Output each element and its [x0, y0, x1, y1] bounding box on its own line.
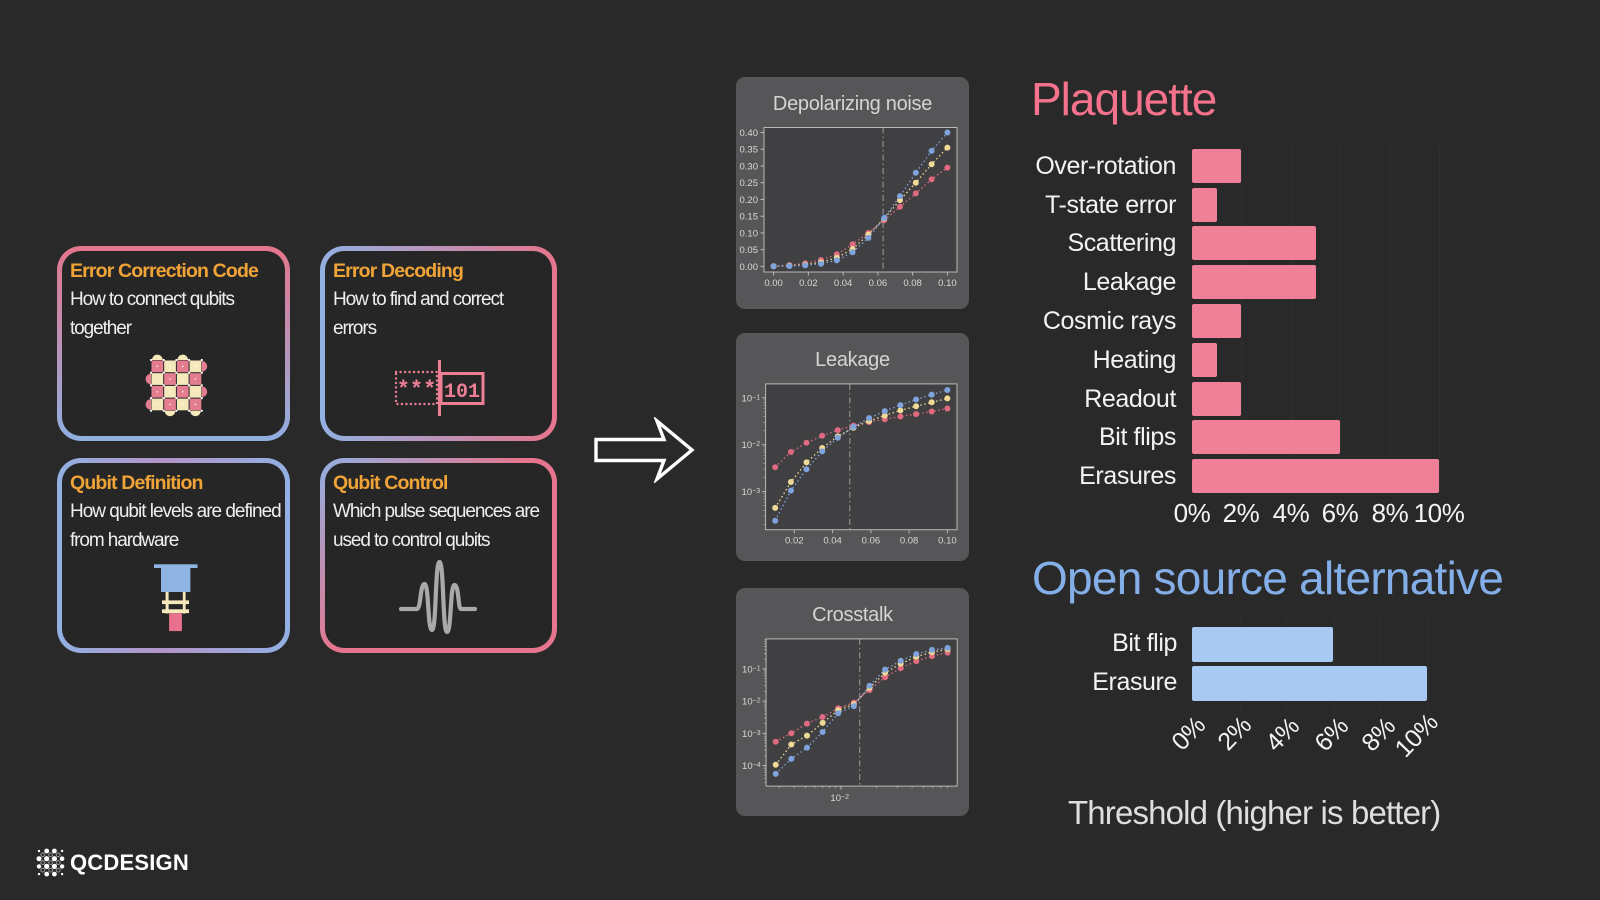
svg-text:0.08: 0.08 — [900, 536, 919, 547]
svg-text:0.04: 0.04 — [823, 536, 842, 547]
svg-text:0.25: 0.25 — [740, 178, 759, 189]
svg-text:0.15: 0.15 — [740, 212, 759, 223]
svg-text:0.02: 0.02 — [785, 536, 804, 547]
svg-text:0.04: 0.04 — [834, 278, 853, 289]
svg-text:10−4: 10−4 — [742, 761, 761, 772]
svg-text:0.00: 0.00 — [764, 278, 783, 289]
svg-text:0.00: 0.00 — [740, 262, 759, 273]
svg-text:10−2: 10−2 — [742, 440, 761, 451]
svg-text:0.35: 0.35 — [740, 145, 759, 156]
svg-text:0.06: 0.06 — [869, 278, 888, 289]
svg-text:0.10: 0.10 — [938, 536, 957, 547]
svg-text:10−2: 10−2 — [742, 697, 761, 708]
svg-text:0.30: 0.30 — [740, 162, 759, 173]
svg-text:0.05: 0.05 — [740, 245, 759, 256]
svg-text:101: 101 — [444, 381, 480, 404]
svg-text:10−1: 10−1 — [742, 393, 761, 404]
svg-text:***: *** — [397, 378, 437, 403]
svg-text:0.06: 0.06 — [862, 536, 881, 547]
svg-text:10−2: 10−2 — [830, 793, 849, 804]
svg-text:0.10: 0.10 — [938, 278, 957, 289]
svg-text:0.40: 0.40 — [740, 128, 759, 139]
svg-text:0.08: 0.08 — [903, 278, 922, 289]
svg-text:0.02: 0.02 — [799, 278, 818, 289]
svg-text:0.10: 0.10 — [740, 228, 759, 239]
svg-text:10−3: 10−3 — [742, 487, 761, 498]
svg-text:10−1: 10−1 — [742, 664, 761, 675]
svg-text:0.20: 0.20 — [740, 195, 759, 206]
svg-text:10−3: 10−3 — [742, 729, 761, 740]
